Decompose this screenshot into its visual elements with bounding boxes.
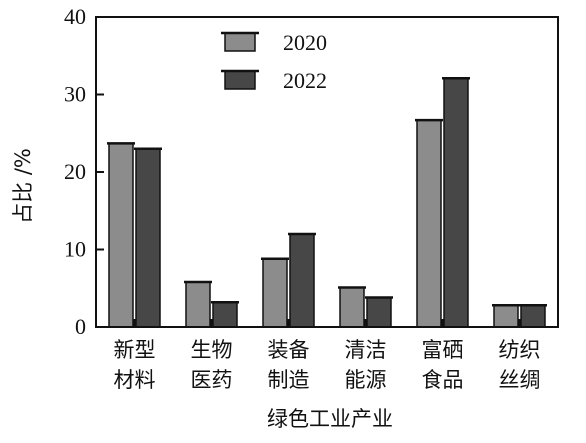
- legend-label-2022: 2022: [283, 68, 327, 93]
- bar-2022-新型材料: [135, 148, 161, 328]
- legend-swatch-2022: [224, 70, 256, 90]
- bar-2022-富硒食品: [443, 77, 469, 328]
- y-tick-label: 30: [64, 82, 86, 107]
- bar-2020-纺织丝绸: [493, 304, 519, 328]
- bar-2020-新型材料: [108, 142, 134, 328]
- y-tick-label: 0: [75, 314, 86, 339]
- plot-area: [107, 76, 547, 328]
- bar-2022-装备制造: [289, 233, 315, 328]
- bar-2022-生物医药: [212, 301, 238, 328]
- y-axis-title: 占比 /%: [11, 148, 35, 224]
- axes: [95, 16, 559, 328]
- x-category-label: 生物: [191, 338, 233, 362]
- legend-swatch-2020: [224, 32, 256, 52]
- y-axis-ticks: 0 10 20 30 40: [64, 4, 104, 339]
- bar-2022-纺织丝绸: [520, 304, 546, 328]
- x-category-label: 制造: [268, 368, 310, 392]
- plot-frame: [95, 16, 559, 328]
- x-category-label: 材料: [114, 368, 156, 392]
- bar-2020-富硒食品: [416, 119, 442, 328]
- x-category-label: 能源: [345, 368, 387, 392]
- y-tick-label: 10: [64, 237, 86, 262]
- x-category-label: 富硒: [422, 338, 464, 362]
- x-category-label: 装备: [268, 338, 310, 362]
- legend-label-2020: 2020: [283, 30, 327, 55]
- x-category-label: 纺织: [499, 338, 541, 362]
- x-category-label: 丝绸: [499, 368, 541, 392]
- x-category-label: 新型: [114, 338, 156, 362]
- x-category-label: 医药: [191, 368, 233, 392]
- x-category-label: 食品: [422, 368, 464, 392]
- bar-2020-装备制造: [262, 258, 288, 328]
- y-tick-label: 20: [64, 159, 86, 184]
- x-category-label: 清洁: [345, 338, 387, 362]
- x-axis-title: 绿色工业产业: [267, 407, 393, 431]
- bar-2020-生物医药: [185, 281, 211, 328]
- y-tick-label: 40: [64, 4, 86, 29]
- bar-2022-清洁能源: [366, 296, 392, 328]
- bar-2020-清洁能源: [339, 286, 365, 328]
- legend: 2020 2022: [221, 30, 327, 93]
